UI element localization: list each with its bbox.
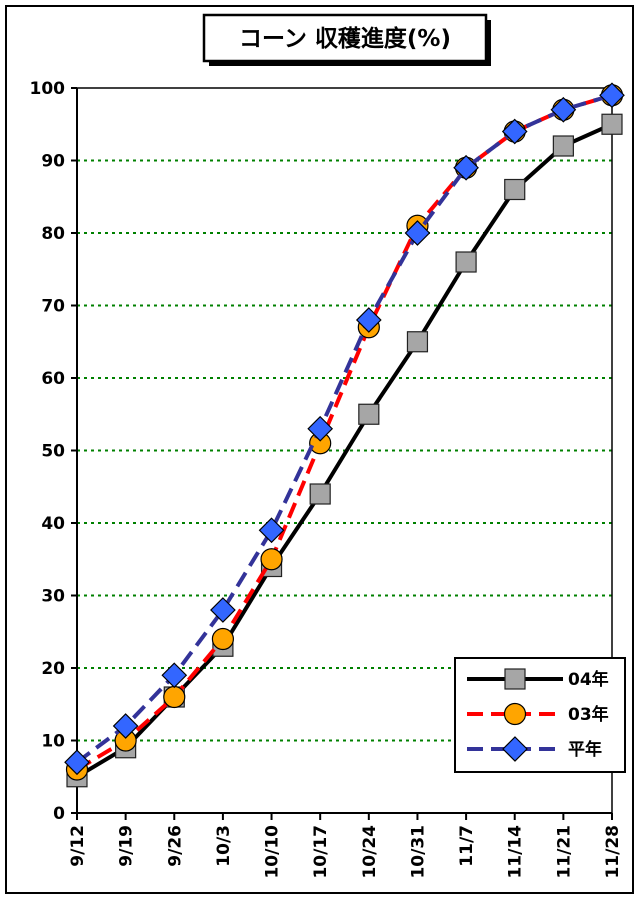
y-tick-label: 30 [41, 587, 65, 607]
x-tick-label: 10/10 [263, 825, 283, 879]
y-tick-label: 20 [41, 659, 65, 679]
y-tick-label: 90 [41, 152, 65, 172]
y-tick-label: 0 [53, 804, 65, 824]
data-series [64, 82, 625, 788]
legend-swatch-marker [504, 668, 526, 690]
y-tick-label: 60 [41, 369, 65, 389]
y-tick-label: 40 [41, 514, 65, 534]
data-point [210, 597, 236, 623]
data-point [64, 749, 90, 776]
series-3 [64, 82, 625, 776]
legend-label: 03年 [568, 704, 609, 725]
legend-swatch-marker [502, 736, 528, 762]
data-point [552, 135, 574, 157]
data-point [211, 627, 235, 651]
chart-title-box: コーン 収穫進度(%) [202, 13, 491, 66]
data-point [550, 96, 577, 123]
legend-swatch-marker [503, 702, 527, 726]
x-tick-label: 11/14 [506, 825, 526, 879]
data-point [406, 331, 429, 353]
data-point [404, 220, 431, 246]
data-point [307, 415, 334, 442]
x-axis-tick-labels: 9/12 9/19 9/26 10/3 10/10 10/17 10/24 10/31 11/7… [68, 825, 623, 879]
data-point [258, 517, 285, 544]
x-tick-label: 10/17 [311, 825, 331, 879]
y-tick-label: 70 [41, 297, 65, 317]
x-tick-label: 10/24 [360, 825, 380, 879]
data-point [601, 113, 623, 135]
x-tick-label: 11/7 [457, 825, 477, 867]
x-tick-label: 9/12 [68, 825, 88, 867]
data-point [453, 154, 479, 181]
x-tick-label: 11/21 [554, 825, 574, 879]
chart-title: コーン 収穫進度(%) [239, 25, 451, 52]
y-tick-label: 80 [41, 224, 65, 244]
data-point [163, 685, 186, 709]
x-tick-label: 10/3 [214, 825, 234, 867]
data-point [309, 483, 331, 505]
y-tick-label: 100 [30, 79, 66, 99]
data-point [455, 251, 477, 273]
title-box [202, 13, 488, 63]
legend-label: 04年 [568, 669, 609, 690]
y-axis-tick-labels: 0 10 20 30 40 50 60 70 80 90 100 [30, 79, 66, 824]
x-tick-label: 10/31 [408, 825, 428, 879]
data-point [112, 713, 139, 739]
data-point [355, 307, 382, 333]
legend-label: 平年 [568, 739, 602, 760]
y-tick-label: 10 [41, 732, 65, 752]
data-point [260, 548, 283, 571]
data-point [501, 118, 528, 145]
x-tick-label: 9/19 [117, 825, 137, 867]
x-tick-label: 11/28 [603, 825, 623, 879]
y-tick-label: 50 [41, 442, 65, 462]
data-point [358, 403, 380, 425]
data-point [504, 178, 526, 201]
data-point [599, 82, 625, 109]
x-tick-label: 9/26 [165, 825, 185, 867]
data-point [161, 662, 188, 689]
